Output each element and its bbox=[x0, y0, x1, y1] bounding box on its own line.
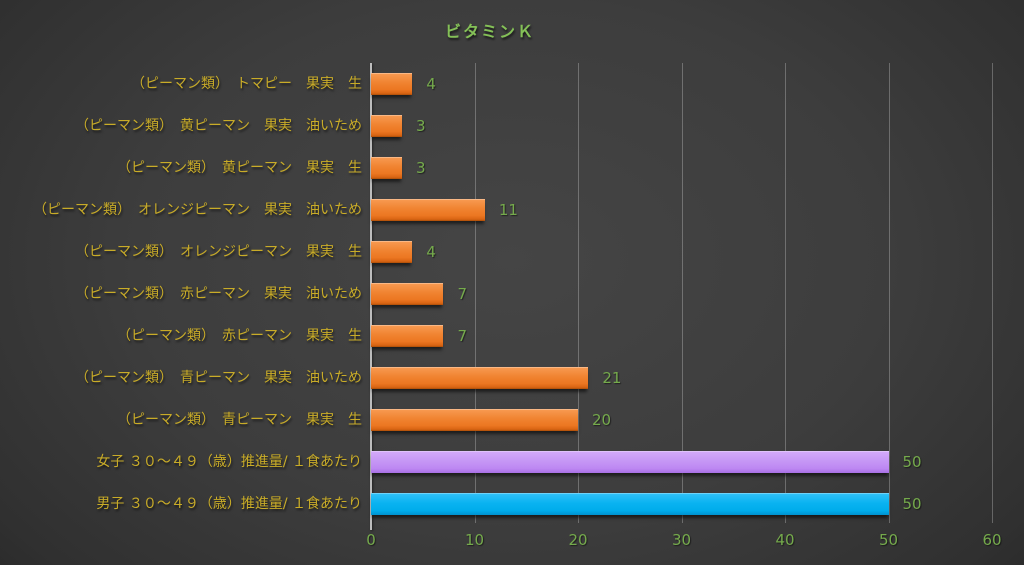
category-axis: （ピーマン類） トマピー 果実 生 （ピーマン類） 黄ピーマン 果実 油いため （ピ… bbox=[0, 63, 362, 525]
tick-label-30: 30 bbox=[671, 531, 692, 549]
gridline-50 bbox=[888, 63, 890, 523]
value-label: 20 bbox=[592, 411, 612, 429]
bar-row: 11 bbox=[371, 199, 992, 221]
category-label: （ピーマン類） トマピー 果実 生 bbox=[131, 76, 362, 92]
tick-label-0: 0 bbox=[366, 531, 376, 549]
category-label: （ピーマン類） 黄ピーマン 果実 油いため bbox=[75, 118, 362, 134]
tick-label-40: 40 bbox=[775, 531, 795, 549]
bar-row: 4 bbox=[371, 241, 992, 263]
bar-row: 7 bbox=[371, 283, 992, 305]
category-label: 男子 ３０～４９（歳）推進量/ １食あたり bbox=[96, 496, 362, 512]
category-label: （ピーマン類） 赤ピーマン 果実 生 bbox=[117, 328, 362, 344]
category-label: （ピーマン類） 黄ピーマン 果実 生 bbox=[117, 160, 362, 176]
category-label: 女子 ３０～４９（歳）推進量/ １食あたり bbox=[96, 454, 362, 470]
value-label: 50 bbox=[902, 453, 922, 471]
gridline-30 bbox=[681, 63, 683, 523]
bar-orange bbox=[371, 325, 444, 347]
gridline-20 bbox=[578, 63, 579, 523]
value-label: 21 bbox=[602, 369, 622, 387]
value-label: 4 bbox=[426, 75, 436, 93]
plot-area: 4 3 3 11 4 7 7 21 20 50 50 bbox=[370, 63, 993, 530]
bar-row: 4 bbox=[371, 73, 992, 95]
category-label: （ピーマン類） オレンジピーマン 果実 油いため bbox=[33, 202, 362, 218]
tick-label-50: 50 bbox=[878, 531, 899, 549]
bar-orange bbox=[371, 199, 485, 221]
value-label: 4 bbox=[426, 243, 436, 261]
value-label: 11 bbox=[498, 201, 518, 219]
bar-row: 50 bbox=[371, 451, 992, 473]
value-label: 3 bbox=[416, 117, 426, 135]
bar-orange bbox=[371, 157, 403, 179]
bar-row: 7 bbox=[371, 325, 992, 347]
category-label: （ピーマン類） 青ピーマン 果実 生 bbox=[117, 412, 362, 428]
bar-orange bbox=[371, 283, 444, 305]
category-label: （ピーマン類） 青ピーマン 果実 油いため bbox=[75, 370, 362, 386]
tick-label-60: 60 bbox=[982, 531, 1002, 549]
bar-row: 21 bbox=[371, 367, 992, 389]
value-axis-tick-labels: 0 10 20 30 40 50 60 bbox=[366, 531, 1001, 555]
chart-title: ビタミンＫ bbox=[444, 22, 535, 41]
bar-row: 3 bbox=[371, 157, 992, 179]
gridline-10 bbox=[474, 63, 476, 523]
category-label: （ピーマン類） オレンジピーマン 果実 生 bbox=[75, 244, 362, 260]
bar-orange bbox=[371, 367, 589, 389]
bar-row: 3 bbox=[371, 115, 992, 137]
value-label: 7 bbox=[457, 327, 467, 345]
gridline-40 bbox=[785, 63, 786, 523]
bar-orange bbox=[371, 115, 403, 137]
tick-label-10: 10 bbox=[464, 531, 485, 549]
bar-purple bbox=[371, 451, 889, 473]
value-label: 7 bbox=[457, 285, 467, 303]
value-label: 3 bbox=[416, 159, 426, 177]
tick-label-20: 20 bbox=[568, 531, 588, 549]
value-label: 50 bbox=[902, 495, 922, 513]
bar-orange bbox=[371, 241, 413, 263]
bar-row: 50 bbox=[371, 493, 992, 515]
bar-orange bbox=[371, 409, 578, 431]
bar-blue bbox=[371, 493, 889, 515]
category-label: （ピーマン類） 赤ピーマン 果実 油いため bbox=[75, 286, 362, 302]
bar-row: 20 bbox=[371, 409, 992, 431]
bar-orange bbox=[371, 73, 413, 95]
gridline-60 bbox=[992, 63, 993, 523]
